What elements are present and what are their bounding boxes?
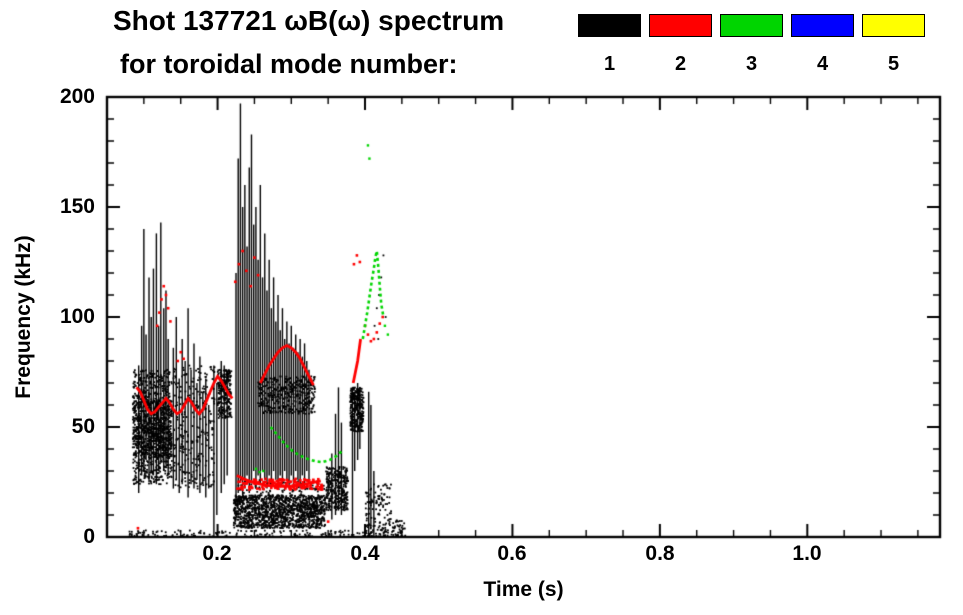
y-tick-label-100: 100 — [59, 305, 95, 328]
legend-label-mode-2: 2 — [674, 53, 687, 75]
x-tick-label-0.8: 0.8 — [645, 542, 675, 565]
legend-swatch-mode-4 — [791, 14, 854, 37]
y-tick-label-50: 50 — [71, 415, 95, 438]
legend-label-mode-5: 5 — [887, 53, 900, 75]
x-axis-label: Time (s) — [483, 578, 564, 601]
chart-subtitle: for toroidal mode number: — [120, 49, 458, 79]
y-tick-label-150: 150 — [59, 195, 95, 218]
legend-label-mode-4: 4 — [816, 53, 829, 75]
x-tick-label-1.0: 1.0 — [792, 542, 822, 565]
y-tick-label-200: 200 — [59, 85, 95, 108]
legend-label-mode-1: 1 — [603, 53, 616, 75]
x-tick-label-0.2: 0.2 — [202, 542, 232, 565]
x-tick-label-0.4: 0.4 — [350, 542, 380, 565]
legend-swatch-mode-5 — [862, 14, 925, 37]
legend-label-mode-3: 3 — [745, 53, 758, 75]
legend-swatch-mode-2 — [649, 14, 712, 37]
x-tick-label-0.6: 0.6 — [497, 542, 527, 565]
legend-swatch-mode-3 — [720, 14, 783, 37]
legend — [578, 14, 925, 37]
chart-title: Shot 137721 ωB(ω) spectrum — [113, 5, 505, 36]
y-tick-label-0: 0 — [83, 525, 95, 548]
legend-labels: 1 2 3 4 5 — [578, 53, 925, 76]
legend-swatch-mode-1 — [578, 14, 641, 37]
